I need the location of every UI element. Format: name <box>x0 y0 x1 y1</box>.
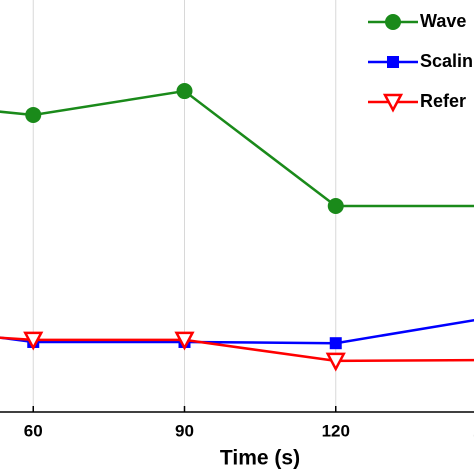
x-tick-label: 120 <box>322 421 350 440</box>
marker <box>382 93 404 113</box>
legend-text: Refer <box>420 91 466 111</box>
marker <box>327 198 344 214</box>
marker <box>25 106 42 123</box>
marker <box>325 352 346 372</box>
marker <box>385 14 401 30</box>
marker <box>23 331 44 351</box>
marker <box>176 83 193 100</box>
x-tick-label: 90 <box>175 421 194 440</box>
x-tick-label: 150 <box>473 421 474 440</box>
marker <box>329 337 342 350</box>
marker <box>387 56 399 68</box>
marker <box>174 331 195 351</box>
legend-text: Wave <box>420 11 466 31</box>
x-tick-label: 60 <box>24 421 43 440</box>
legend-text: Scalin <box>420 51 473 71</box>
x-axis-label: Time (s) <box>220 447 300 470</box>
series-line <box>0 89 474 208</box>
series-line <box>0 336 474 363</box>
